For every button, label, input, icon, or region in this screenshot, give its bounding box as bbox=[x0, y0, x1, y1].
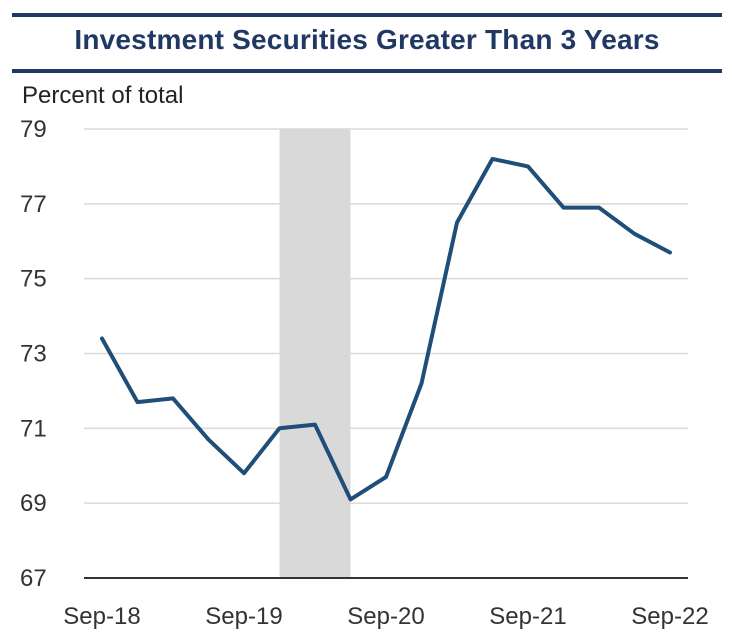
title-bottom-rule bbox=[12, 69, 722, 73]
y-tick-label-75: 75 bbox=[20, 266, 47, 293]
y-tick-label-79: 79 bbox=[20, 116, 47, 143]
x-tick-label-sep-22: Sep-22 bbox=[631, 603, 708, 630]
x-tick-label-sep-20: Sep-20 bbox=[347, 603, 424, 630]
y-tick-label-77: 77 bbox=[20, 191, 47, 218]
chart-title: Investment Securities Greater Than 3 Yea… bbox=[74, 24, 660, 55]
y-tick-label-69: 69 bbox=[20, 490, 47, 517]
y-tick-label-71: 71 bbox=[20, 415, 47, 442]
x-tick-labels-layer: Sep-18 Sep-19 Sep-20 Sep-21 Sep-22 bbox=[63, 603, 708, 630]
y-tick-label-67: 67 bbox=[20, 565, 47, 592]
x-tick-label-sep-19: Sep-19 bbox=[205, 603, 282, 630]
gridlines-layer bbox=[84, 128, 688, 579]
title-top-rule bbox=[12, 13, 722, 17]
x-tick-label-sep-18: Sep-18 bbox=[63, 603, 140, 630]
y-axis-label: Percent of total bbox=[22, 82, 184, 109]
x-tick-label-sep-21: Sep-21 bbox=[489, 603, 566, 630]
series-line-0 bbox=[100, 156, 672, 502]
y-tick-labels-layer: 67 69 71 73 75 77 79 bbox=[20, 116, 47, 592]
series-line-layer bbox=[100, 156, 672, 502]
y-tick-label-73: 73 bbox=[20, 341, 47, 368]
